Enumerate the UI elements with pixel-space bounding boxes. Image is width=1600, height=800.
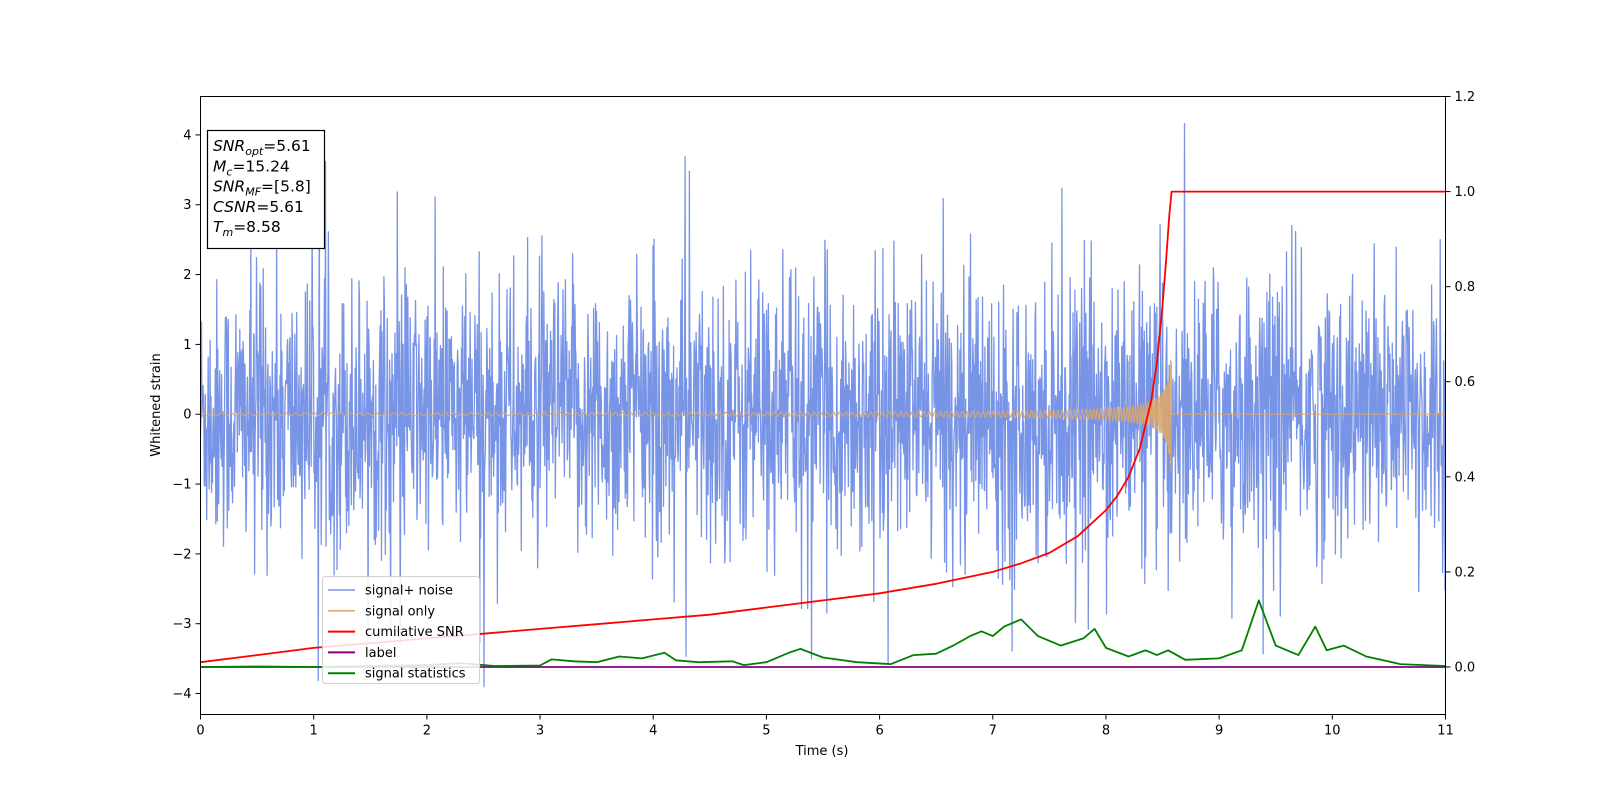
legend-frame: [322, 576, 480, 684]
info-box-line: CSNR=5.61: [213, 198, 304, 216]
info-box-frame: [206, 129, 326, 250]
legend-label: label: [365, 646, 396, 661]
series-signal-only: [200, 359, 1446, 473]
right-y-axis-ticks: 0.0 0.2 0.4 0.6 0.8 1.0 1.2: [1445, 90, 1476, 675]
info-box-line: Tm=8.58: [213, 218, 281, 239]
x-tick-label: 2: [423, 724, 431, 739]
x-tick-label: 3: [536, 724, 544, 739]
legend-label: cumilative SNR: [365, 625, 464, 640]
info-box-line: SNRMF=[5.8]: [213, 178, 311, 199]
x-tick-label: 6: [875, 724, 883, 739]
x-tick-label: 8: [1102, 724, 1110, 739]
legend-label: signal only: [365, 604, 435, 619]
series-signal-statistics: [200, 599, 1446, 668]
left-y-tick-label: −4: [172, 687, 191, 702]
right-y-tick-label: 0.8: [1455, 280, 1476, 295]
x-tick-label: 10: [1324, 724, 1341, 739]
left-y-tick-label: 0: [183, 408, 191, 423]
right-y-tick-label: 1.2: [1455, 90, 1476, 105]
left-y-tick-label: 1: [183, 338, 191, 353]
x-tick-label: 5: [762, 724, 770, 739]
left-y-tick-label: −2: [172, 547, 191, 562]
signal-only-layer: [200, 359, 1446, 473]
x-tick-label: 1: [310, 724, 318, 739]
right-y-tick-label: 0.0: [1455, 660, 1476, 675]
left-y-tick-label: 4: [183, 128, 191, 143]
signal-plus-noise-layer: [200, 122, 1446, 688]
y-axis-label: Whitened strain: [149, 353, 164, 456]
x-tick-label: 11: [1437, 724, 1454, 739]
legend: signal+ noise signal only cumilative SNR la…: [322, 576, 480, 684]
plot-frame: [200, 96, 1446, 715]
legend-label: signal statistics: [365, 667, 466, 682]
right-y-tick-label: 0.6: [1455, 375, 1476, 390]
left-y-axis-ticks: −4 −3 −2 −1 0 1 2 3 4: [172, 128, 201, 702]
x-tick-label: 0: [196, 724, 204, 739]
x-axis-label: Time (s): [795, 744, 849, 759]
x-tick-label: 4: [649, 724, 657, 739]
info-box-line: SNRopt=5.61: [213, 137, 311, 158]
right-y-tick-label: 0.2: [1455, 565, 1476, 580]
left-y-tick-label: 3: [183, 198, 191, 213]
x-tick-label: 7: [989, 724, 997, 739]
right-y-tick-label: 1.0: [1455, 185, 1476, 200]
x-tick-label: 9: [1215, 724, 1223, 739]
legend-label: signal+ noise: [365, 584, 453, 599]
left-y-tick-label: 2: [183, 268, 191, 283]
left-y-tick-label: −3: [172, 617, 191, 632]
info-box-line: Mc=15.24: [213, 157, 290, 178]
x-axis-ticks: 0 1 2 3 4 5 6 7 8 9 10 11: [196, 714, 1454, 739]
right-y-tick-label: 0.4: [1455, 470, 1476, 485]
series-signal-plus-noise: [200, 122, 1446, 688]
left-y-tick-label: −1: [172, 478, 191, 493]
